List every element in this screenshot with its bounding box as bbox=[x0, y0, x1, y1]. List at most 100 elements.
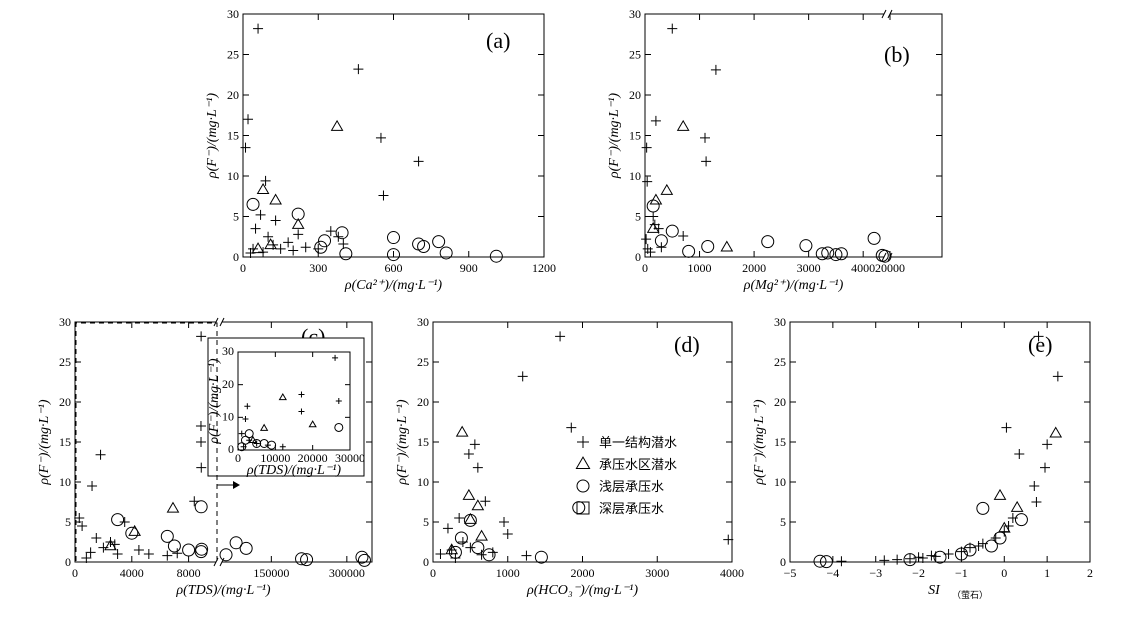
data-point-plus bbox=[263, 231, 274, 242]
y-tick-label: 30 bbox=[227, 7, 239, 21]
data-point-plus bbox=[98, 542, 109, 553]
data-point-plus bbox=[196, 462, 207, 473]
data-point-plus bbox=[255, 209, 266, 220]
data-point-circle bbox=[318, 234, 332, 248]
data-point-triangle bbox=[1049, 426, 1063, 438]
data-point-circle bbox=[963, 543, 977, 557]
legend-label: 浅层承压水 bbox=[599, 480, 664, 495]
data-point-triangle bbox=[993, 488, 1007, 500]
data-point-circle bbox=[229, 536, 243, 550]
y-tick-label: 10 bbox=[417, 475, 429, 489]
data-point-circle bbox=[244, 429, 254, 439]
data-point-plus bbox=[879, 555, 890, 566]
y-axis-label: ρ(F⁻)/(mg·L⁻¹) bbox=[207, 358, 222, 445]
data-point-circle bbox=[829, 248, 843, 262]
data-point-plus bbox=[378, 190, 389, 201]
data-point-plus bbox=[499, 517, 510, 527]
legend-marker-square bbox=[576, 501, 590, 515]
data-point-circle bbox=[417, 239, 431, 253]
data-point-circle bbox=[878, 249, 892, 263]
data-point-circle bbox=[903, 553, 917, 567]
data-point-circle bbox=[534, 550, 548, 564]
data-point-circle bbox=[237, 442, 247, 452]
data-point-plus bbox=[642, 176, 653, 187]
data-point-circle bbox=[815, 247, 829, 261]
data-point-plus bbox=[973, 541, 984, 551]
y-tick-label: 5 bbox=[780, 515, 786, 529]
y-tick-label: 0 bbox=[233, 250, 239, 264]
data-point-plus bbox=[917, 553, 928, 563]
data-point-plus bbox=[242, 415, 249, 422]
data-point-plus bbox=[641, 234, 652, 245]
data-point-plus bbox=[1007, 513, 1018, 523]
x-tick-label: 0 bbox=[235, 451, 241, 465]
data-point-plus bbox=[710, 64, 721, 75]
data-point-plus bbox=[133, 545, 144, 555]
data-point-circle bbox=[682, 244, 696, 258]
plot-frame bbox=[789, 321, 1091, 563]
data-point-plus bbox=[926, 550, 937, 561]
data-point-plus bbox=[375, 132, 386, 143]
x-tick-label: 1 bbox=[1044, 566, 1050, 580]
data-point-plus bbox=[270, 215, 281, 226]
data-point-plus bbox=[353, 64, 364, 75]
data-point-circle bbox=[654, 234, 668, 248]
data-point-triangle bbox=[455, 425, 469, 437]
data-point-triangle bbox=[256, 183, 270, 195]
data-point-circle bbox=[821, 246, 835, 260]
data-point-plus bbox=[650, 115, 661, 126]
x-tick-label: −4 bbox=[826, 566, 839, 580]
data-point-plus bbox=[332, 354, 339, 361]
data-point-circle bbox=[182, 543, 196, 557]
y-tick-label: 30 bbox=[59, 315, 71, 329]
x-tick-label: 3000 bbox=[645, 566, 669, 580]
data-point-triangle bbox=[464, 512, 477, 524]
data-point-plus bbox=[465, 542, 476, 553]
data-point-plus bbox=[279, 443, 286, 450]
x-axis-label-sub: （萤石） bbox=[952, 589, 988, 601]
data-point-plus bbox=[112, 549, 123, 559]
data-point-circle bbox=[834, 247, 848, 261]
data-point-circle bbox=[291, 207, 305, 221]
axis-break-gap bbox=[216, 319, 222, 325]
zoom-arrow-head bbox=[233, 481, 240, 489]
panel-label: (e) bbox=[1028, 332, 1052, 357]
axis-break-mark bbox=[213, 317, 225, 327]
x-tick-label: 4000 bbox=[720, 566, 744, 580]
axis-break-gap bbox=[884, 254, 890, 260]
data-point-circle bbox=[439, 246, 453, 260]
x-tick-label: 1000 bbox=[496, 566, 520, 580]
data-point-circle bbox=[300, 553, 314, 567]
data-point-plus bbox=[463, 449, 474, 459]
plot-frame bbox=[237, 351, 351, 451]
chart-panel-d: 0 5 10 15 20 25 30 0 1000 2000 3000 4000 ρ(HCO₃⁻)/(m… bbox=[395, 315, 744, 598]
y-tick-label: 20 bbox=[774, 395, 786, 409]
data-point-plus bbox=[91, 533, 102, 543]
x-tick-label: 150000 bbox=[253, 566, 289, 580]
data-point-triangle bbox=[720, 240, 734, 252]
data-point-triangle bbox=[997, 521, 1011, 533]
inset-frame bbox=[207, 337, 365, 477]
y-tick-label: 5 bbox=[65, 515, 71, 529]
data-point-plus bbox=[487, 547, 498, 558]
y-tick-label: 0 bbox=[228, 442, 234, 456]
chart-panel-e: 0 5 10 15 20 25 30 −5 −4 −3 −2 −1 0 1 2 SI （萤石） ρ(F⁻)/(mg… bbox=[752, 315, 1093, 601]
data-point-triangle bbox=[471, 499, 485, 511]
data-point-circle bbox=[267, 440, 277, 450]
x-axis-label: ρ(Ca²⁺)/(mg·L⁻¹) bbox=[344, 278, 443, 293]
data-point-circle bbox=[646, 199, 660, 213]
panel-label: (d) bbox=[674, 332, 700, 357]
data-point-circle bbox=[976, 501, 990, 515]
data-point-plus bbox=[77, 521, 88, 531]
data-point-plus bbox=[454, 513, 465, 523]
x-tick-label: 4000 bbox=[851, 261, 875, 275]
data-point-plus bbox=[649, 219, 660, 230]
y-tick-label: 30 bbox=[629, 7, 641, 21]
data-point-plus bbox=[260, 175, 271, 186]
data-point-plus bbox=[701, 156, 712, 167]
data-point-circle bbox=[819, 555, 833, 569]
data-point-plus bbox=[74, 513, 85, 523]
data-point-circle bbox=[799, 239, 813, 253]
